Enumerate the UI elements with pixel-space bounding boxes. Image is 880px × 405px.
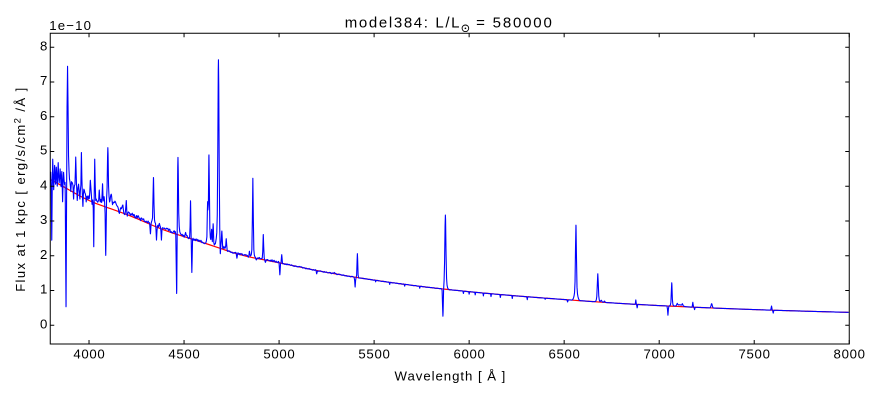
svg-text:7000: 7000 xyxy=(643,347,674,362)
svg-text:5: 5 xyxy=(40,143,47,158)
svg-text:8: 8 xyxy=(40,38,47,53)
svg-text:4000: 4000 xyxy=(73,347,104,362)
svg-text:1: 1 xyxy=(40,282,47,297)
svg-text:7500: 7500 xyxy=(739,347,770,362)
svg-text:Wavelength [ Å ]: Wavelength [ Å ] xyxy=(395,369,506,384)
svg-text:6: 6 xyxy=(40,108,47,123)
svg-text:4500: 4500 xyxy=(168,347,199,362)
svg-text:5500: 5500 xyxy=(358,347,389,362)
svg-text:2: 2 xyxy=(40,247,47,262)
svg-text:1e−10: 1e−10 xyxy=(49,18,91,33)
svg-text:6000: 6000 xyxy=(453,347,484,362)
svg-text:8000: 8000 xyxy=(834,347,865,362)
svg-text:4: 4 xyxy=(40,177,47,192)
svg-text:= 580000: = 580000 xyxy=(476,15,552,32)
svg-text:Flux at 1 kpc [ erg/s/cm2 /Å ]: Flux at 1 kpc [ erg/s/cm2 /Å ] xyxy=(13,86,29,291)
svg-text:6500: 6500 xyxy=(548,347,579,362)
svg-text:model384: L/L: model384: L/L xyxy=(345,15,460,32)
svg-text:3: 3 xyxy=(40,212,47,227)
svg-text:7: 7 xyxy=(40,73,47,88)
svg-text:0: 0 xyxy=(40,316,47,331)
svg-text:5000: 5000 xyxy=(263,347,294,362)
